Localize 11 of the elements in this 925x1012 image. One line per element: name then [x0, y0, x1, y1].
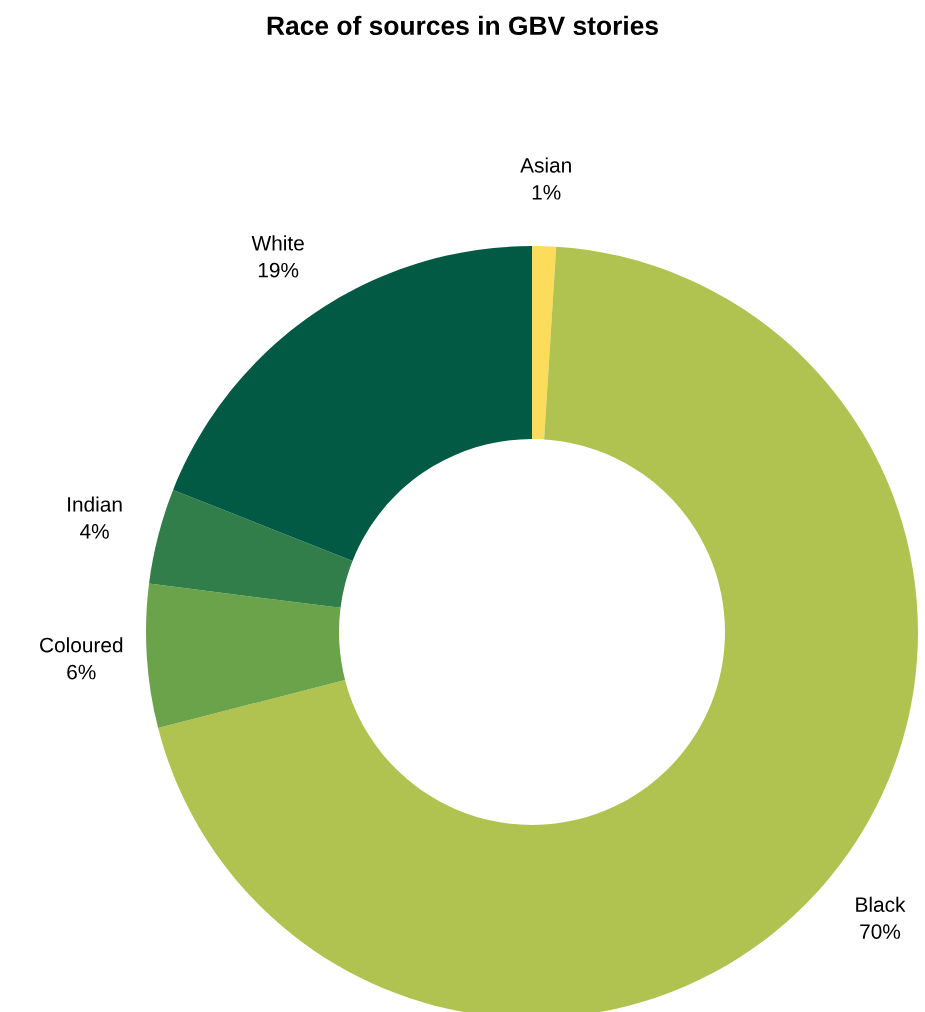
slice-label: Black — [856, 896, 906, 912]
slice-label: Indian — [68, 496, 122, 512]
data-label: 19% — [258, 262, 299, 278]
data-label: 4% — [79, 524, 109, 539]
slice-label: White — [251, 235, 304, 251]
data-label: 6% — [67, 664, 96, 680]
data-label: 70% — [860, 924, 901, 939]
slice-label: Asian — [520, 157, 571, 173]
data-label: 1% — [532, 185, 561, 200]
chart-title: Race of sources in GBV stories — [267, 15, 658, 36]
slice-label: Coloured — [40, 637, 123, 653]
